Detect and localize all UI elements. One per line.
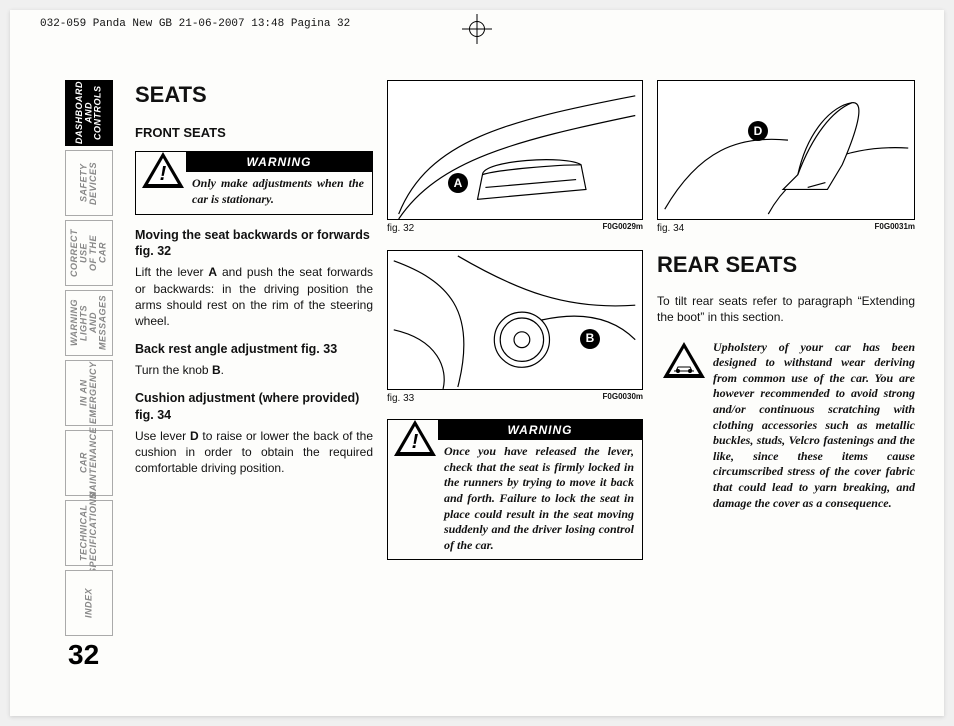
tab-specs[interactable]: TECHNICAL SPECIFICATIONS xyxy=(65,500,113,566)
car-triangle-icon xyxy=(661,340,707,380)
tab-maintenance[interactable]: CAR MAINTENANCE xyxy=(65,430,113,496)
rear-seats-title: REAR SEATS xyxy=(657,250,915,280)
para-cushion: Use lever D to raise or lower the back o… xyxy=(135,428,373,477)
warning2-body: ! Once you have released the lever, chec… xyxy=(388,440,642,559)
upholstery-text: Upholstery of your car has been designed… xyxy=(713,340,915,510)
warning2-text: Once you have released the lever, check … xyxy=(444,444,634,552)
svg-text:!: ! xyxy=(160,163,167,185)
fig33-code: F0G0030m xyxy=(603,392,643,406)
figure-33: B xyxy=(387,250,643,390)
seats-title: SEATS xyxy=(135,80,373,110)
callout-b: B xyxy=(580,329,600,349)
tab-index[interactable]: INDEX xyxy=(65,570,113,636)
tab-emergency[interactable]: IN AN EMERGENCY xyxy=(65,360,113,426)
warning-triangle-icon: ! xyxy=(140,150,186,190)
fig34-caption-row: fig. 34 F0G0031m xyxy=(657,222,915,236)
manual-page: 032-059 Panda New GB 21-06-2007 13:48 Pa… xyxy=(10,10,944,716)
content-area: SEATS FRONT SEATS WARNING ! Only make ad… xyxy=(135,80,935,566)
fig32-caption-row: fig. 32 F0G0029m xyxy=(387,222,643,236)
fig32-label: fig. 32 xyxy=(387,222,414,236)
page-number: 32 xyxy=(68,639,99,671)
upholstery-body: Upholstery of your car has been designed… xyxy=(657,336,915,518)
callout-a: A xyxy=(448,173,468,193)
svg-text:!: ! xyxy=(412,431,419,453)
heading-cushion: Cushion adjustment (where provided) fig.… xyxy=(135,390,373,424)
tab-correct-use[interactable]: CORRECT USE OF THE CAR xyxy=(65,220,113,286)
fig32-illustration xyxy=(388,81,642,219)
section-tabs: DASHBOARD AND CONTROLS SAFETY DEVICES CO… xyxy=(65,80,113,640)
column-1: SEATS FRONT SEATS WARNING ! Only make ad… xyxy=(135,80,373,566)
tab-warnings[interactable]: WARNING LIGHTS AND MESSAGES xyxy=(65,290,113,356)
callout-d: D xyxy=(748,121,768,141)
column-3: D fig. 34 F0G0031m REAR SEATS To tilt re… xyxy=(657,80,915,566)
para-move-seat: Lift the lever A and push the seat forwa… xyxy=(135,264,373,329)
para-backrest: Turn the knob B. xyxy=(135,362,373,378)
fig33-illustration xyxy=(388,251,642,389)
fig34-illustration xyxy=(658,81,914,219)
figure-34: D xyxy=(657,80,915,220)
fig34-label: fig. 34 xyxy=(657,222,684,236)
figure-32: A xyxy=(387,80,643,220)
warning1-body: ! Only make adjustments when the car is … xyxy=(136,172,372,213)
heading-backrest: Back rest angle adjustment fig. 33 xyxy=(135,341,373,358)
crop-header-text: 032-059 Panda New GB 21-06-2007 13:48 Pa… xyxy=(40,18,350,30)
fig33-label: fig. 33 xyxy=(387,392,414,406)
rear-seats-para: To tilt rear seats refer to paragraph “E… xyxy=(657,293,915,325)
fig32-code: F0G0029m xyxy=(603,222,643,236)
tab-safety[interactable]: SAFETY DEVICES xyxy=(65,150,113,216)
warning-box-1: WARNING ! Only make adjustments when the… xyxy=(135,151,373,214)
crop-mark-icon xyxy=(462,14,492,44)
upholstery-note: Upholstery of your car has been designed… xyxy=(657,336,915,518)
warning-triangle-icon: ! xyxy=(392,418,438,458)
front-seats-subtitle: FRONT SEATS xyxy=(135,124,373,142)
warning-box-2: WARNING ! Once you have released the lev… xyxy=(387,419,643,560)
warning2-heading: WARNING xyxy=(438,420,642,440)
warning1-text: Only make adjustments when the car is st… xyxy=(192,176,364,206)
column-2: A fig. 32 F0G0029m xyxy=(387,80,643,566)
fig34-code: F0G0031m xyxy=(875,222,915,236)
heading-move-seat: Moving the seat backwards or forwards fi… xyxy=(135,227,373,261)
fig33-caption-row: fig. 33 F0G0030m xyxy=(387,392,643,406)
tab-dashboard[interactable]: DASHBOARD AND CONTROLS xyxy=(65,80,113,146)
warning1-heading: WARNING xyxy=(186,152,372,172)
